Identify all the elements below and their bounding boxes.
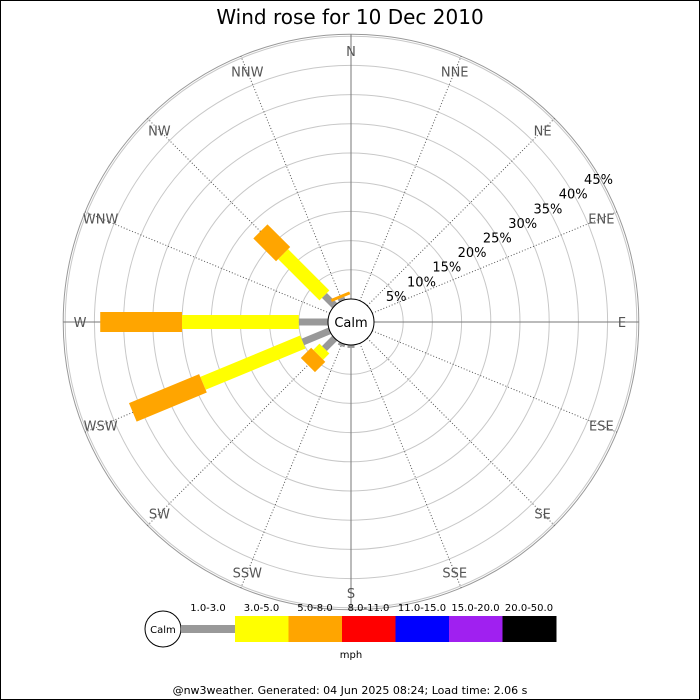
radial-tick-label: 35% [533, 202, 562, 217]
legend-bin-label: 3.0-5.0 [244, 603, 279, 614]
legend-bin-label: 5.0-8.0 [297, 603, 332, 614]
footer-text: @nw3weather. Generated: 04 Jun 2025 08:2… [172, 684, 528, 697]
bar-sw-0 [321, 335, 338, 352]
bar-sw-1 [313, 343, 330, 360]
spoke-sw [147, 337, 336, 526]
spoke-wnw [84, 211, 330, 314]
calm-circle [327, 298, 375, 346]
spoke-sse [359, 343, 462, 589]
direction-label-e: E [618, 316, 626, 331]
legend-bin-label: 20.0-50.0 [505, 603, 553, 614]
direction-label-ene: ENE [588, 212, 614, 227]
bar-nw-1 [278, 249, 330, 301]
direction-label-ne: NE [534, 124, 552, 139]
spoke-ssw [240, 343, 343, 589]
bar-nnw-2 [330, 291, 351, 302]
spoke-nne [359, 55, 462, 301]
radial-tick-label: 15% [432, 261, 461, 276]
legend-bin-label: 11.0-15.0 [398, 603, 446, 614]
direction-label-wsw: WSW [84, 420, 118, 435]
direction-label-se: SE [534, 508, 550, 523]
calm-center: Calm [327, 298, 375, 346]
radial-tick-label: 30% [508, 217, 537, 232]
speed-legend: Calm 1.0-3.0 3.0-5.0 5.0-8.0 8.0-11.0 11.0-15… [144, 603, 557, 661]
legend-swatch-1 [235, 616, 289, 642]
direction-label-nne: NNE [441, 66, 469, 81]
bar-wsw-0 [301, 327, 332, 346]
spoke-ese [372, 330, 618, 433]
bar-nnw-0 [337, 296, 346, 303]
spoke-ene [372, 211, 618, 314]
direction-label-sse: SSE [442, 566, 467, 581]
calm-label: Calm [334, 316, 367, 331]
legend-swatch-3 [342, 616, 396, 642]
bar-w-2 [100, 312, 183, 332]
radial-tick-label: 20% [458, 246, 487, 261]
spoke-nnw [240, 55, 343, 301]
radial-tick-label: 5% [386, 290, 407, 305]
bar-sw-2 [300, 347, 326, 373]
direction-label-sw: SW [149, 508, 170, 523]
bar-ssw-0 [337, 341, 346, 348]
radial-tick-label: 10% [407, 275, 436, 290]
legend-bin-label: 8.0-11.0 [348, 603, 390, 614]
direction-label-wnw: WNW [83, 212, 119, 227]
wind-bars [100, 224, 355, 422]
radial-tick-label: 45% [584, 173, 613, 188]
radial-tick-label: 40% [559, 188, 588, 203]
radial-tick-label: 25% [483, 232, 512, 247]
bar-wsw-1 [200, 335, 306, 390]
legend-swatch-2 [288, 616, 343, 642]
legend-unit: mph [340, 650, 362, 661]
legend-swatch-0 [181, 625, 235, 633]
direction-label-ese: ESE [589, 420, 614, 435]
direction-label-nnw: NNW [231, 66, 263, 81]
bar-nw-2 [253, 224, 291, 262]
spoke-nw [147, 118, 336, 307]
spoke-ne [366, 118, 555, 307]
legend-swatch-5 [449, 616, 503, 642]
legend-swatch-4 [395, 616, 450, 642]
legend-calm-label: Calm [150, 625, 176, 636]
legend-swatch-6 [502, 616, 557, 642]
bar-wsw-2 [128, 374, 207, 422]
direction-label-w: W [74, 316, 87, 331]
chart-title: Wind rose for 10 Dec 2010 [216, 5, 484, 29]
bar-s-0 [347, 345, 355, 348]
bar-w-1 [182, 315, 299, 329]
spoke-se [366, 337, 555, 526]
direction-label-nw: NW [148, 124, 171, 139]
legend-bin-label: 1.0-3.0 [190, 603, 225, 614]
direction-label-n: N [346, 45, 356, 60]
bar-w-0 [298, 318, 328, 326]
bar-nw-0 [321, 292, 338, 309]
direction-label-ssw: SSW [233, 566, 263, 581]
axis-labels: N NNE NE ENE E ESE SE SSE S SSW SW WSW W WNW NW NNW 5%10… [74, 45, 627, 602]
legend-bin-label: 15.0-20.0 [451, 603, 499, 614]
direction-label-s: S [347, 587, 355, 602]
